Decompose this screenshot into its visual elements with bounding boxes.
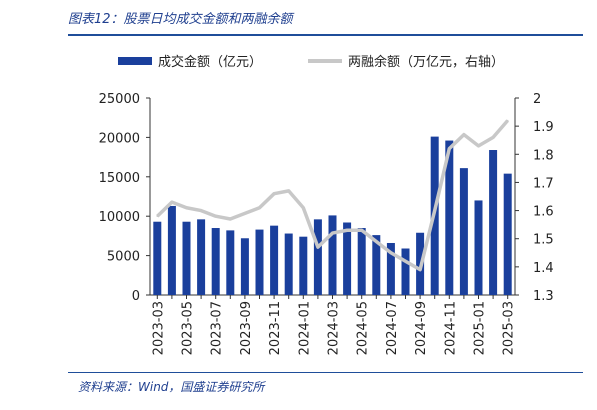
bar-2023-04 (167, 205, 176, 295)
bar-2023-10 (255, 229, 264, 295)
chart: 成交金额（亿元） 两融余额（万亿元，右轴） 0 5000 10000 15000 200… (99, 54, 554, 355)
line-point-2024-03 (331, 232, 334, 234)
bar-2024-02 (313, 219, 322, 295)
line-point-2023-06 (200, 209, 202, 212)
bar-2023-11 (270, 225, 279, 295)
x-tick-label: 2024-09 (414, 301, 429, 355)
bar-2024-01 (299, 236, 308, 295)
legend-swatch-bar (118, 57, 152, 65)
line-point-2024-08 (404, 260, 407, 263)
y-right-tick-label: 1.9 (533, 120, 554, 135)
line-point-2024-12 (463, 133, 465, 136)
legend-label-bar: 成交金额（亿元） (158, 54, 262, 70)
bar-2024-06 (372, 235, 381, 295)
bar-2023-05 (182, 221, 191, 295)
source-rule (68, 372, 583, 373)
line-point-2023-08 (229, 218, 232, 220)
x-tick-label: 2024-11 (443, 301, 458, 355)
bar-2024-11 (445, 140, 454, 295)
line-point-2023-04 (171, 201, 173, 203)
y-right-tick-label: 1.3 (533, 289, 554, 304)
y-left-tick-label: 25000 (99, 92, 140, 107)
y-left-tick-label: 15000 (99, 171, 140, 186)
bar-2025-01 (474, 200, 483, 295)
x-tick-label: 2025-03 (502, 301, 517, 355)
x-tick-label: 2024-07 (385, 301, 400, 355)
y-left-tick-label: 10000 (99, 210, 140, 225)
x-tick-label: 2024-05 (356, 301, 371, 355)
y-left-tick-label: 0 (132, 289, 140, 304)
line-point-2023-11 (273, 192, 275, 195)
x-tick-label: 2025-01 (473, 301, 488, 355)
tick-labels: 0 5000 10000 15000 20000 25000 1.3 1.4 1.5 1.6 1.7… (99, 92, 554, 355)
bar-2023-06 (197, 219, 206, 295)
line-point-2024-11 (448, 147, 451, 150)
bar-2024-03 (328, 215, 337, 295)
figure-title: 图表12：股票日均成交金额和两融余额 (68, 12, 293, 27)
line-point-2023-07 (214, 215, 217, 217)
x-tick-label: 2023-03 (151, 301, 166, 355)
y-left-tick-label: 5000 (107, 250, 140, 265)
y-right-tick-label: 1.7 (533, 176, 554, 191)
y-right-tick-label: 1.4 (533, 261, 554, 276)
line-point-2024-01 (302, 206, 305, 209)
line-point-2023-05 (185, 206, 188, 209)
line-point-2024-04 (346, 229, 348, 232)
x-tick-label: 2023-07 (210, 301, 225, 355)
bar-2023-07 (211, 228, 220, 295)
bar-series (153, 136, 512, 295)
line-point-2023-10 (258, 206, 261, 209)
bar-2024-07 (386, 242, 395, 295)
line-point-2023-12 (287, 190, 290, 192)
x-tick-label: 2023-09 (239, 301, 254, 355)
line-point-2024-09 (419, 268, 421, 271)
line-point-2023-03 (156, 215, 159, 217)
legend-label-line: 两融余额（万亿元，右轴） (348, 54, 504, 70)
line-point-2023-09 (244, 212, 246, 215)
line-point-2025-01 (477, 145, 480, 147)
line-point-2024-07 (390, 251, 392, 254)
bar-2023-09 (240, 238, 249, 295)
y-right-tick-label: 2 (533, 92, 541, 107)
x-tick-label: 2023-05 (181, 301, 196, 355)
line-point-2024-02 (317, 246, 319, 248)
y-right-tick-label: 1.5 (533, 233, 554, 248)
line-point-2024-10 (433, 209, 436, 212)
line-point-2025-02 (492, 136, 494, 139)
chart-legend: 成交金额（亿元） 两融余额（万亿元，右轴） (118, 54, 504, 70)
y-left-tick-label: 20000 (99, 131, 140, 146)
bar-2024-08 (401, 248, 410, 295)
bar-2025-03 (503, 173, 512, 295)
y-right-tick-label: 1.6 (533, 205, 554, 220)
line-point-2025-03 (506, 119, 509, 122)
bar-2024-05 (357, 228, 366, 295)
y-right-tick-label: 1.8 (533, 148, 554, 163)
title-rule (68, 34, 583, 36)
x-tick-label: 2024-01 (297, 301, 312, 355)
bar-2025-02 (489, 150, 498, 295)
bar-2023-03 (153, 221, 162, 295)
bar-2024-12 (459, 168, 468, 295)
legend-swatch-line (308, 59, 342, 63)
bar-2023-08 (226, 230, 235, 295)
x-tick-label: 2023-11 (268, 301, 283, 355)
line-point-2024-05 (360, 229, 363, 232)
line-series (156, 119, 510, 272)
bar-2023-12 (284, 233, 293, 295)
x-tick-label: 2024-03 (327, 301, 342, 355)
bar-2024-04 (343, 222, 352, 295)
line-point-2024-06 (375, 240, 378, 243)
figure-source: 资料来源：Wind，国盛证券研究所 (78, 380, 265, 394)
